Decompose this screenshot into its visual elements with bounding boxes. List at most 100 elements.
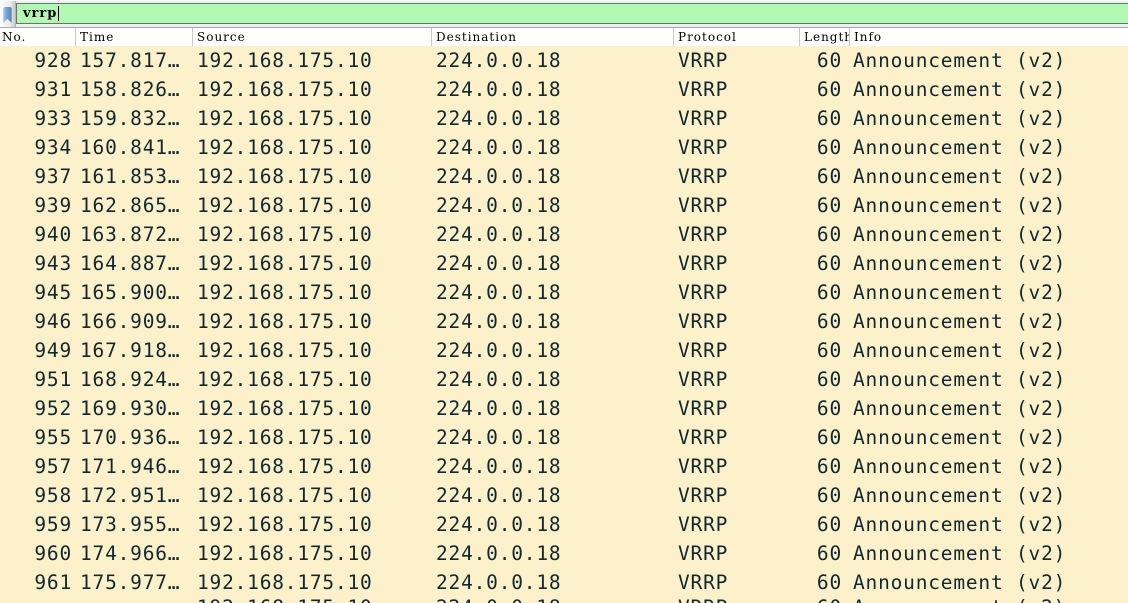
- cell-length: 60: [816, 223, 842, 246]
- cell-destination: 224.0.0.18: [436, 513, 562, 536]
- cell-source: 192.168.175.10: [197, 542, 373, 565]
- packet-row[interactable]: 958 172.951… 192.168.175.10 224.0.0.18 V…: [0, 481, 1128, 510]
- cell-no: [0, 593, 76, 603]
- cell-protocol: VRRP: [678, 223, 729, 246]
- cell-time: 164.887…: [80, 252, 181, 275]
- column-header-destination[interactable]: Destination: [432, 28, 674, 46]
- cell-source: 192.168.175.10: [197, 281, 373, 304]
- cell-length: 60: [800, 593, 850, 603]
- cell-protocol: VRRP: [678, 136, 729, 159]
- display-filter-toolbar: vrrp: [0, 0, 1128, 28]
- packet-row[interactable]: 928 157.817… 192.168.175.10 224.0.0.18 V…: [0, 46, 1128, 75]
- packet-row[interactable]: 955 170.936… 192.168.175.10 224.0.0.18 V…: [0, 423, 1128, 452]
- packet-row[interactable]: 961 175.977… 192.168.175.10 224.0.0.18 V…: [0, 568, 1128, 597]
- cell-time: 158.826…: [80, 78, 181, 101]
- packet-row[interactable]: 937 161.853… 192.168.175.10 224.0.0.18 V…: [0, 162, 1128, 191]
- cell-source: 192.168.175.10: [197, 484, 373, 507]
- cell-no: 959: [34, 513, 72, 536]
- cell-length: 60: [816, 571, 842, 594]
- cell-length: 60: [816, 426, 842, 449]
- cell-length: 60: [816, 397, 842, 420]
- cell-time: 173.955…: [80, 513, 181, 536]
- column-header-protocol[interactable]: Protocol: [674, 28, 800, 46]
- cell-source: 192.168.175.10: [197, 252, 373, 275]
- cell-time: 165.900…: [80, 281, 181, 304]
- cell-destination: 224.0.0.18: [436, 542, 562, 565]
- cell-destination: 224.0.0.18: [436, 165, 562, 188]
- cell-time: 166.909…: [80, 310, 181, 333]
- filter-bookmark-button[interactable]: [0, 1, 16, 27]
- cell-destination: 224.0.0.18: [436, 136, 562, 159]
- cell-destination: 224.0.0.18: [436, 484, 562, 507]
- cell-no: 946: [34, 310, 72, 333]
- cell-length: 60: [816, 368, 842, 391]
- cell-time: 174.966…: [80, 542, 181, 565]
- text-cursor: [58, 6, 60, 21]
- cell-info: Announcement (v2): [853, 165, 1067, 188]
- packet-row[interactable]: 949 167.918… 192.168.175.10 224.0.0.18 V…: [0, 336, 1128, 365]
- cell-info: Announcement (v2): [853, 136, 1067, 159]
- packet-row[interactable]: 945 165.900… 192.168.175.10 224.0.0.18 V…: [0, 278, 1128, 307]
- cell-protocol: VRRP: [678, 49, 729, 72]
- packet-row[interactable]: 940 163.872… 192.168.175.10 224.0.0.18 V…: [0, 220, 1128, 249]
- cell-source: 192.168.175.10: [197, 310, 373, 333]
- cell-source: 192.168.175.10: [197, 513, 373, 536]
- cell-destination: 224.0.0.18: [436, 455, 562, 478]
- packet-row[interactable]: 959 173.955… 192.168.175.10 224.0.0.18 V…: [0, 510, 1128, 539]
- column-header-no[interactable]: No.: [0, 28, 76, 46]
- cell-length: 60: [816, 107, 842, 130]
- cell-source: 192.168.175.10: [197, 165, 373, 188]
- cell-no: 928: [34, 49, 72, 72]
- cell-source: 192.168.175.10: [197, 194, 373, 217]
- cell-source: 192.168.175.10: [197, 223, 373, 246]
- cell-time: 160.841…: [80, 136, 181, 159]
- cell-info: Announcement (v2): [853, 252, 1067, 275]
- column-header-info[interactable]: Info: [854, 30, 883, 44]
- packet-row[interactable]: 960 174.966… 192.168.175.10 224.0.0.18 V…: [0, 539, 1128, 568]
- packet-row[interactable]: 946 166.909… 192.168.175.10 224.0.0.18 V…: [0, 307, 1128, 336]
- cell-time: 175.977…: [80, 571, 181, 594]
- cell-info: Announcement (v2): [853, 542, 1067, 565]
- cell-time: 168.924…: [80, 368, 181, 391]
- cell-info: Announcement (v2): [853, 107, 1067, 130]
- bookmark-icon: [3, 7, 12, 23]
- display-filter-input[interactable]: vrrp: [16, 3, 1128, 24]
- cell-source: 192.168.175.10: [197, 107, 373, 130]
- cell-protocol: VRRP: [678, 78, 729, 101]
- cell-time: 171.946…: [80, 455, 181, 478]
- cell-length: 60: [816, 136, 842, 159]
- column-header-length[interactable]: Length: [800, 28, 850, 46]
- packet-row[interactable]: 943 164.887… 192.168.175.10 224.0.0.18 V…: [0, 249, 1128, 278]
- column-header-time[interactable]: Time: [76, 28, 193, 46]
- cell-time: 167.918…: [80, 339, 181, 362]
- cell-destination: 224.0.0.18: [436, 49, 562, 72]
- packet-row[interactable]: 939 162.865… 192.168.175.10 224.0.0.18 V…: [0, 191, 1128, 220]
- cell-no: 940: [34, 223, 72, 246]
- packet-row[interactable]: 931 158.826… 192.168.175.10 224.0.0.18 V…: [0, 75, 1128, 104]
- packet-row[interactable]: 933 159.832… 192.168.175.10 224.0.0.18 V…: [0, 104, 1128, 133]
- cell-info: Announcement (v2): [853, 397, 1067, 420]
- cell-no: 937: [34, 165, 72, 188]
- cell-destination: 224.0.0.18: [436, 397, 562, 420]
- packet-row[interactable]: 957 171.946… 192.168.175.10 224.0.0.18 V…: [0, 452, 1128, 481]
- packet-row[interactable]: 952 169.930… 192.168.175.10 224.0.0.18 V…: [0, 394, 1128, 423]
- cell-source: 192.168.175.10: [197, 455, 373, 478]
- cell-destination: 224.0.0.18: [436, 194, 562, 217]
- cell-info: Announcement (v2): [853, 513, 1067, 536]
- cell-length: 60: [816, 310, 842, 333]
- cell-time: [76, 593, 193, 603]
- cell-destination: 224.0.0.18: [436, 78, 562, 101]
- packet-row[interactable]: 934 160.841… 192.168.175.10 224.0.0.18 V…: [0, 133, 1128, 162]
- packet-row[interactable]: 951 168.924… 192.168.175.10 224.0.0.18 V…: [0, 365, 1128, 394]
- cell-info: Announcement (v2): [853, 223, 1067, 246]
- cell-destination: 224.0.0.18: [436, 571, 562, 594]
- cell-protocol: VRRP: [678, 571, 729, 594]
- cell-info: Announcement (v2): [853, 310, 1067, 333]
- packet-row-partial[interactable]: 192.168.175.10 224.0.0.18 VRRP 60 Announ…: [0, 593, 1128, 603]
- cell-length: 60: [816, 165, 842, 188]
- cell-info: Announcement (v2): [853, 426, 1067, 449]
- column-header-source[interactable]: Source: [193, 28, 432, 46]
- cell-length: 60: [816, 455, 842, 478]
- cell-source: 192.168.175.10: [197, 136, 373, 159]
